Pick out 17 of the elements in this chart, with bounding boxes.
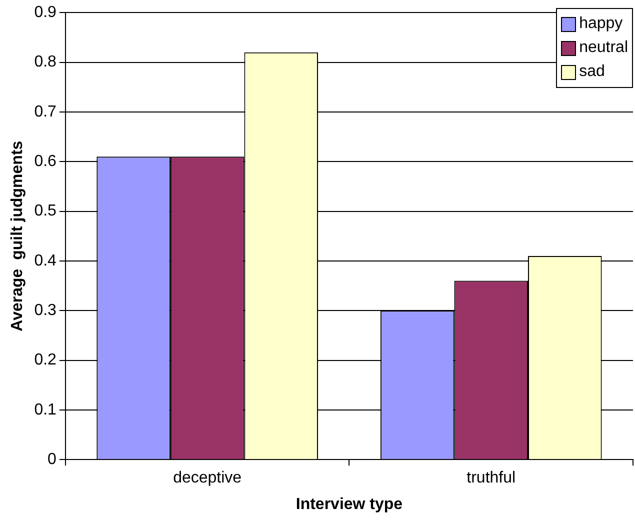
y-tick-label: 0.7 [34, 103, 57, 120]
y-tick-label: 0.5 [34, 202, 57, 220]
x-tick-label: deceptive [173, 470, 242, 487]
legend-label: happy [579, 15, 623, 33]
y-tick-label: 0.4 [34, 252, 57, 270]
y-axis-title: Average guilt judgments [9, 140, 26, 332]
y-tick-label: 0.6 [34, 153, 57, 170]
y-tick-label: 0.2 [34, 352, 57, 369]
y-tick-label: 0.8 [34, 54, 57, 71]
y-tick-label: 0 [48, 451, 57, 468]
y-tick-label: 0.9 [34, 4, 57, 22]
legend-label: neutral [579, 39, 628, 57]
y-tick-label: 0.3 [34, 302, 57, 320]
y-tick-label: 0.1 [34, 401, 57, 418]
x-axis-title: Interview type [296, 496, 403, 513]
x-tick-label: truthful [466, 470, 516, 487]
legend-label: sad [579, 63, 605, 81]
